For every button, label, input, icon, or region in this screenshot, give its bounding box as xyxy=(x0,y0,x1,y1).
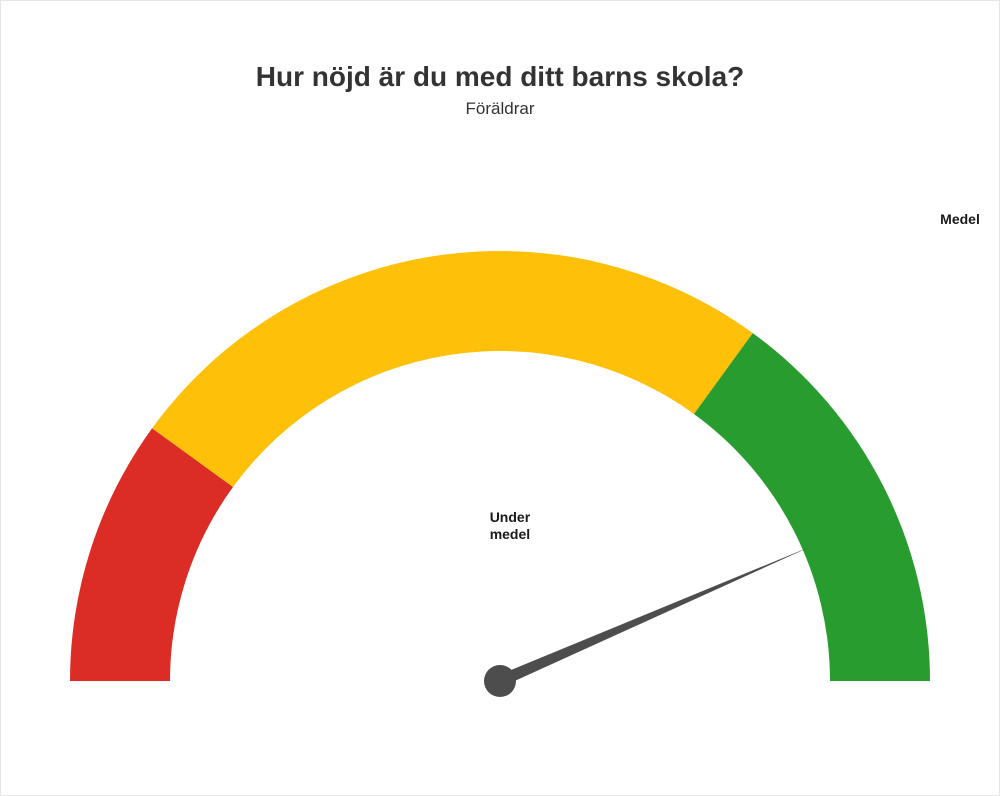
gauge-needle xyxy=(498,546,812,687)
gauge-hub xyxy=(484,665,516,697)
gauge-chart xyxy=(40,161,960,726)
zone-label-under: Under medel xyxy=(475,509,545,544)
zone-label-medel: Medel xyxy=(925,211,995,229)
gauge-svg xyxy=(40,161,960,721)
chart-title: Hur nöjd är du med ditt barns skola? xyxy=(1,61,999,93)
gauge-zone-over xyxy=(694,333,930,681)
chart-subtitle: Föräldrar xyxy=(1,99,999,119)
gauge-zone-medel xyxy=(152,251,753,487)
gauge-card: { "title": "Hur nöjd är du med ditt barn… xyxy=(0,0,1000,796)
